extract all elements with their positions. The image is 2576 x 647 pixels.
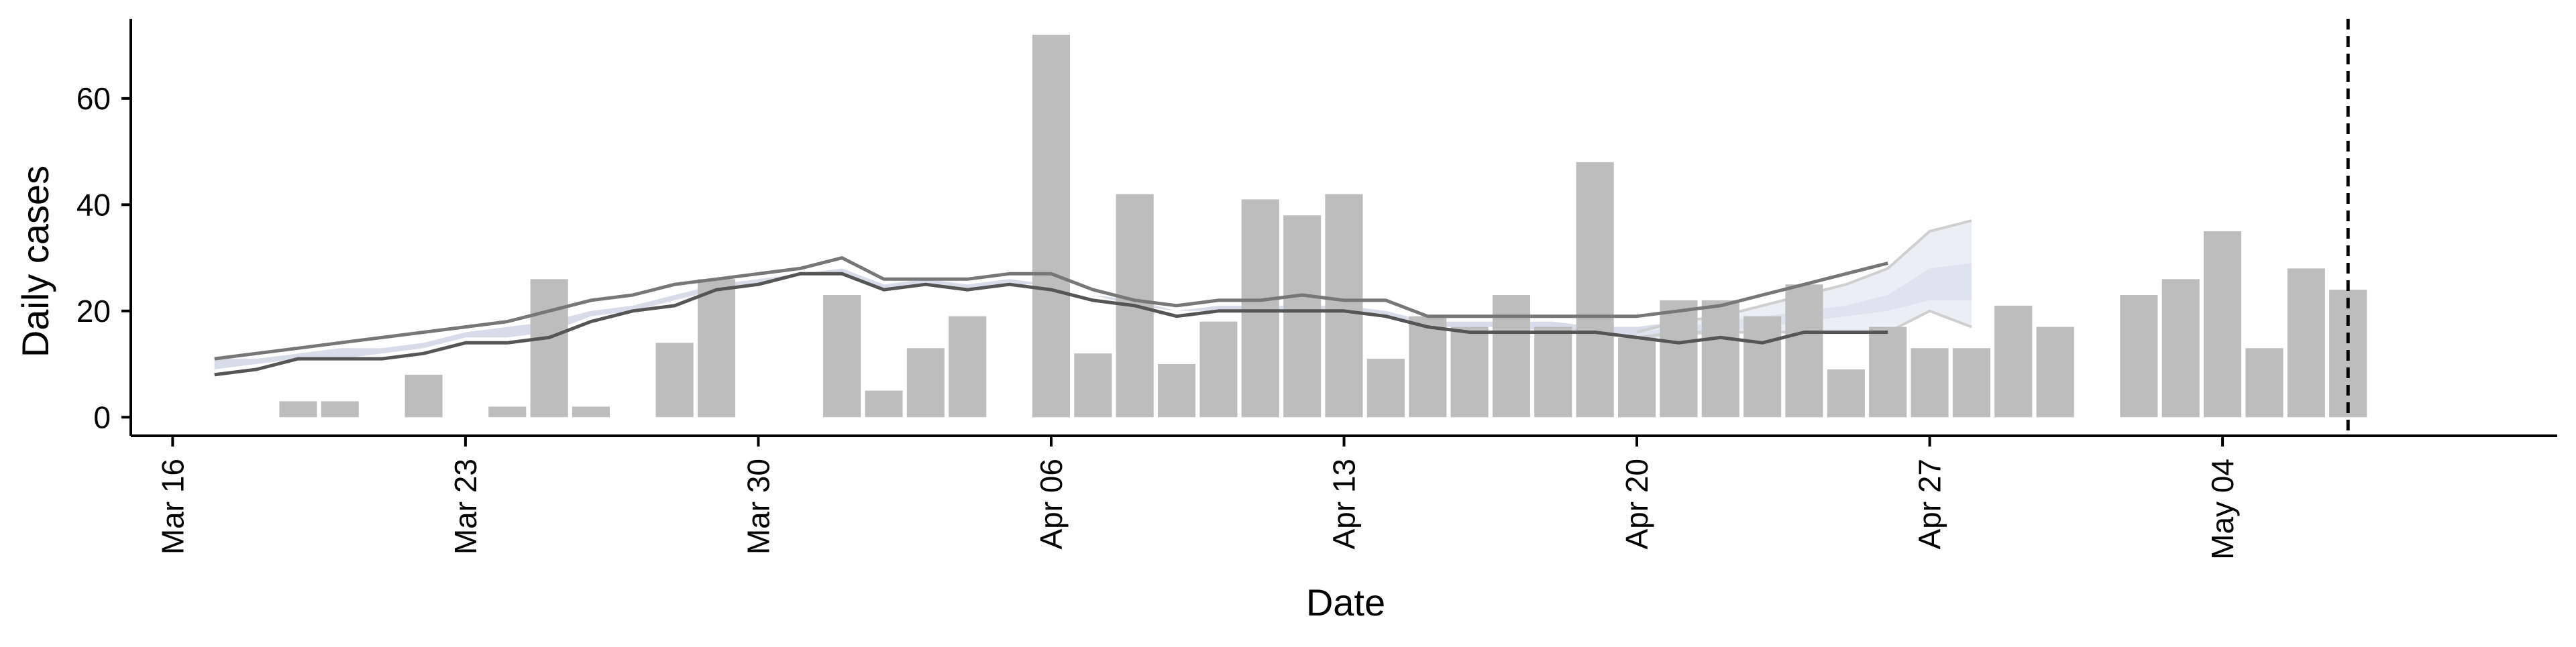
x-tick-label-2020-05-04: May 04: [2205, 459, 2240, 560]
x-tick-label-2020-04-06: Apr 06: [1034, 459, 1069, 550]
y-tick-label-60: 60: [76, 81, 111, 116]
bar-2020-04-17: [1492, 295, 1530, 418]
bar-2020-04-24: [1785, 284, 1823, 418]
bar-2020-04-09: [1158, 364, 1196, 418]
x-tick-label-2020-04-27: Apr 27: [1913, 459, 1947, 550]
series-line-2: [214, 256, 1888, 361]
bar-2020-04-19: [1576, 162, 1614, 418]
bar-2020-04-10: [1199, 321, 1238, 418]
bar-2020-04-03: [906, 348, 945, 418]
y-tick-label-20: 20: [76, 294, 111, 329]
bars-group: [279, 34, 2367, 418]
lines-group: [214, 256, 1888, 377]
bar-2020-04-20: [1618, 337, 1656, 418]
bar-2020-04-16: [1450, 327, 1489, 418]
bar-2020-04-22: [1701, 300, 1739, 418]
bar-2020-04-21: [1660, 300, 1698, 418]
bar-2020-04-06: [1032, 34, 1070, 418]
bar-2020-03-20: [321, 401, 359, 418]
bar-2020-04-12: [1283, 215, 1322, 418]
bar-2020-05-02: [2120, 295, 2158, 418]
bar-2020-04-14: [1366, 359, 1405, 418]
bar-2020-04-23: [1743, 316, 1782, 418]
x-tick-label-2020-03-30: Mar 30: [741, 459, 775, 554]
bar-2020-04-07: [1074, 353, 1112, 418]
x-tick-label-2020-04-20: Apr 20: [1619, 459, 1654, 550]
bar-2020-04-01: [823, 295, 861, 418]
x-tick-label-2020-03-23: Mar 23: [448, 459, 483, 554]
bar-2020-03-28: [655, 343, 694, 418]
y-tick-label-0: 0: [93, 400, 111, 434]
bar-2020-05-05: [2245, 348, 2284, 418]
y-axis-title: Daily cases: [14, 166, 56, 357]
bar-2020-04-04: [949, 316, 987, 418]
bar-2020-04-11: [1241, 199, 1279, 418]
bar-2020-05-04: [2204, 231, 2242, 418]
x-tick-label-2020-03-16: Mar 16: [155, 459, 190, 554]
bar-2020-04-02: [865, 390, 903, 418]
bar-2020-04-13: [1325, 194, 1363, 418]
bar-2020-04-26: [1869, 327, 1907, 418]
bar-2020-03-26: [572, 406, 610, 418]
bar-2020-04-25: [1827, 369, 1865, 418]
bar-2020-04-18: [1534, 327, 1572, 418]
bar-2020-04-29: [1994, 305, 2033, 418]
axes-group: 0 20 40 60 Mar 16 Mar 23 Mar 30 Apr 06 Apr 13 Apr…: [76, 19, 2557, 560]
x-tick-label-2020-04-13: Apr 13: [1327, 459, 1362, 550]
bar-2020-05-06: [2287, 268, 2325, 418]
bar-2020-03-24: [488, 406, 527, 418]
bar-2020-03-29: [698, 279, 736, 418]
bar-2020-05-03: [2161, 279, 2200, 418]
bar-2020-04-30: [2036, 327, 2074, 418]
x-axis-title: Date: [1306, 581, 1385, 624]
bar-2020-03-25: [530, 279, 568, 418]
bar-2020-03-22: [405, 374, 443, 418]
bar-2020-03-19: [279, 401, 317, 418]
bar-2020-04-27: [1911, 348, 1949, 418]
y-tick-label-40: 40: [76, 187, 111, 222]
bar-2020-04-15: [1409, 316, 1447, 418]
series-line-1: [214, 272, 1888, 377]
bar-2020-04-28: [1952, 348, 1990, 418]
